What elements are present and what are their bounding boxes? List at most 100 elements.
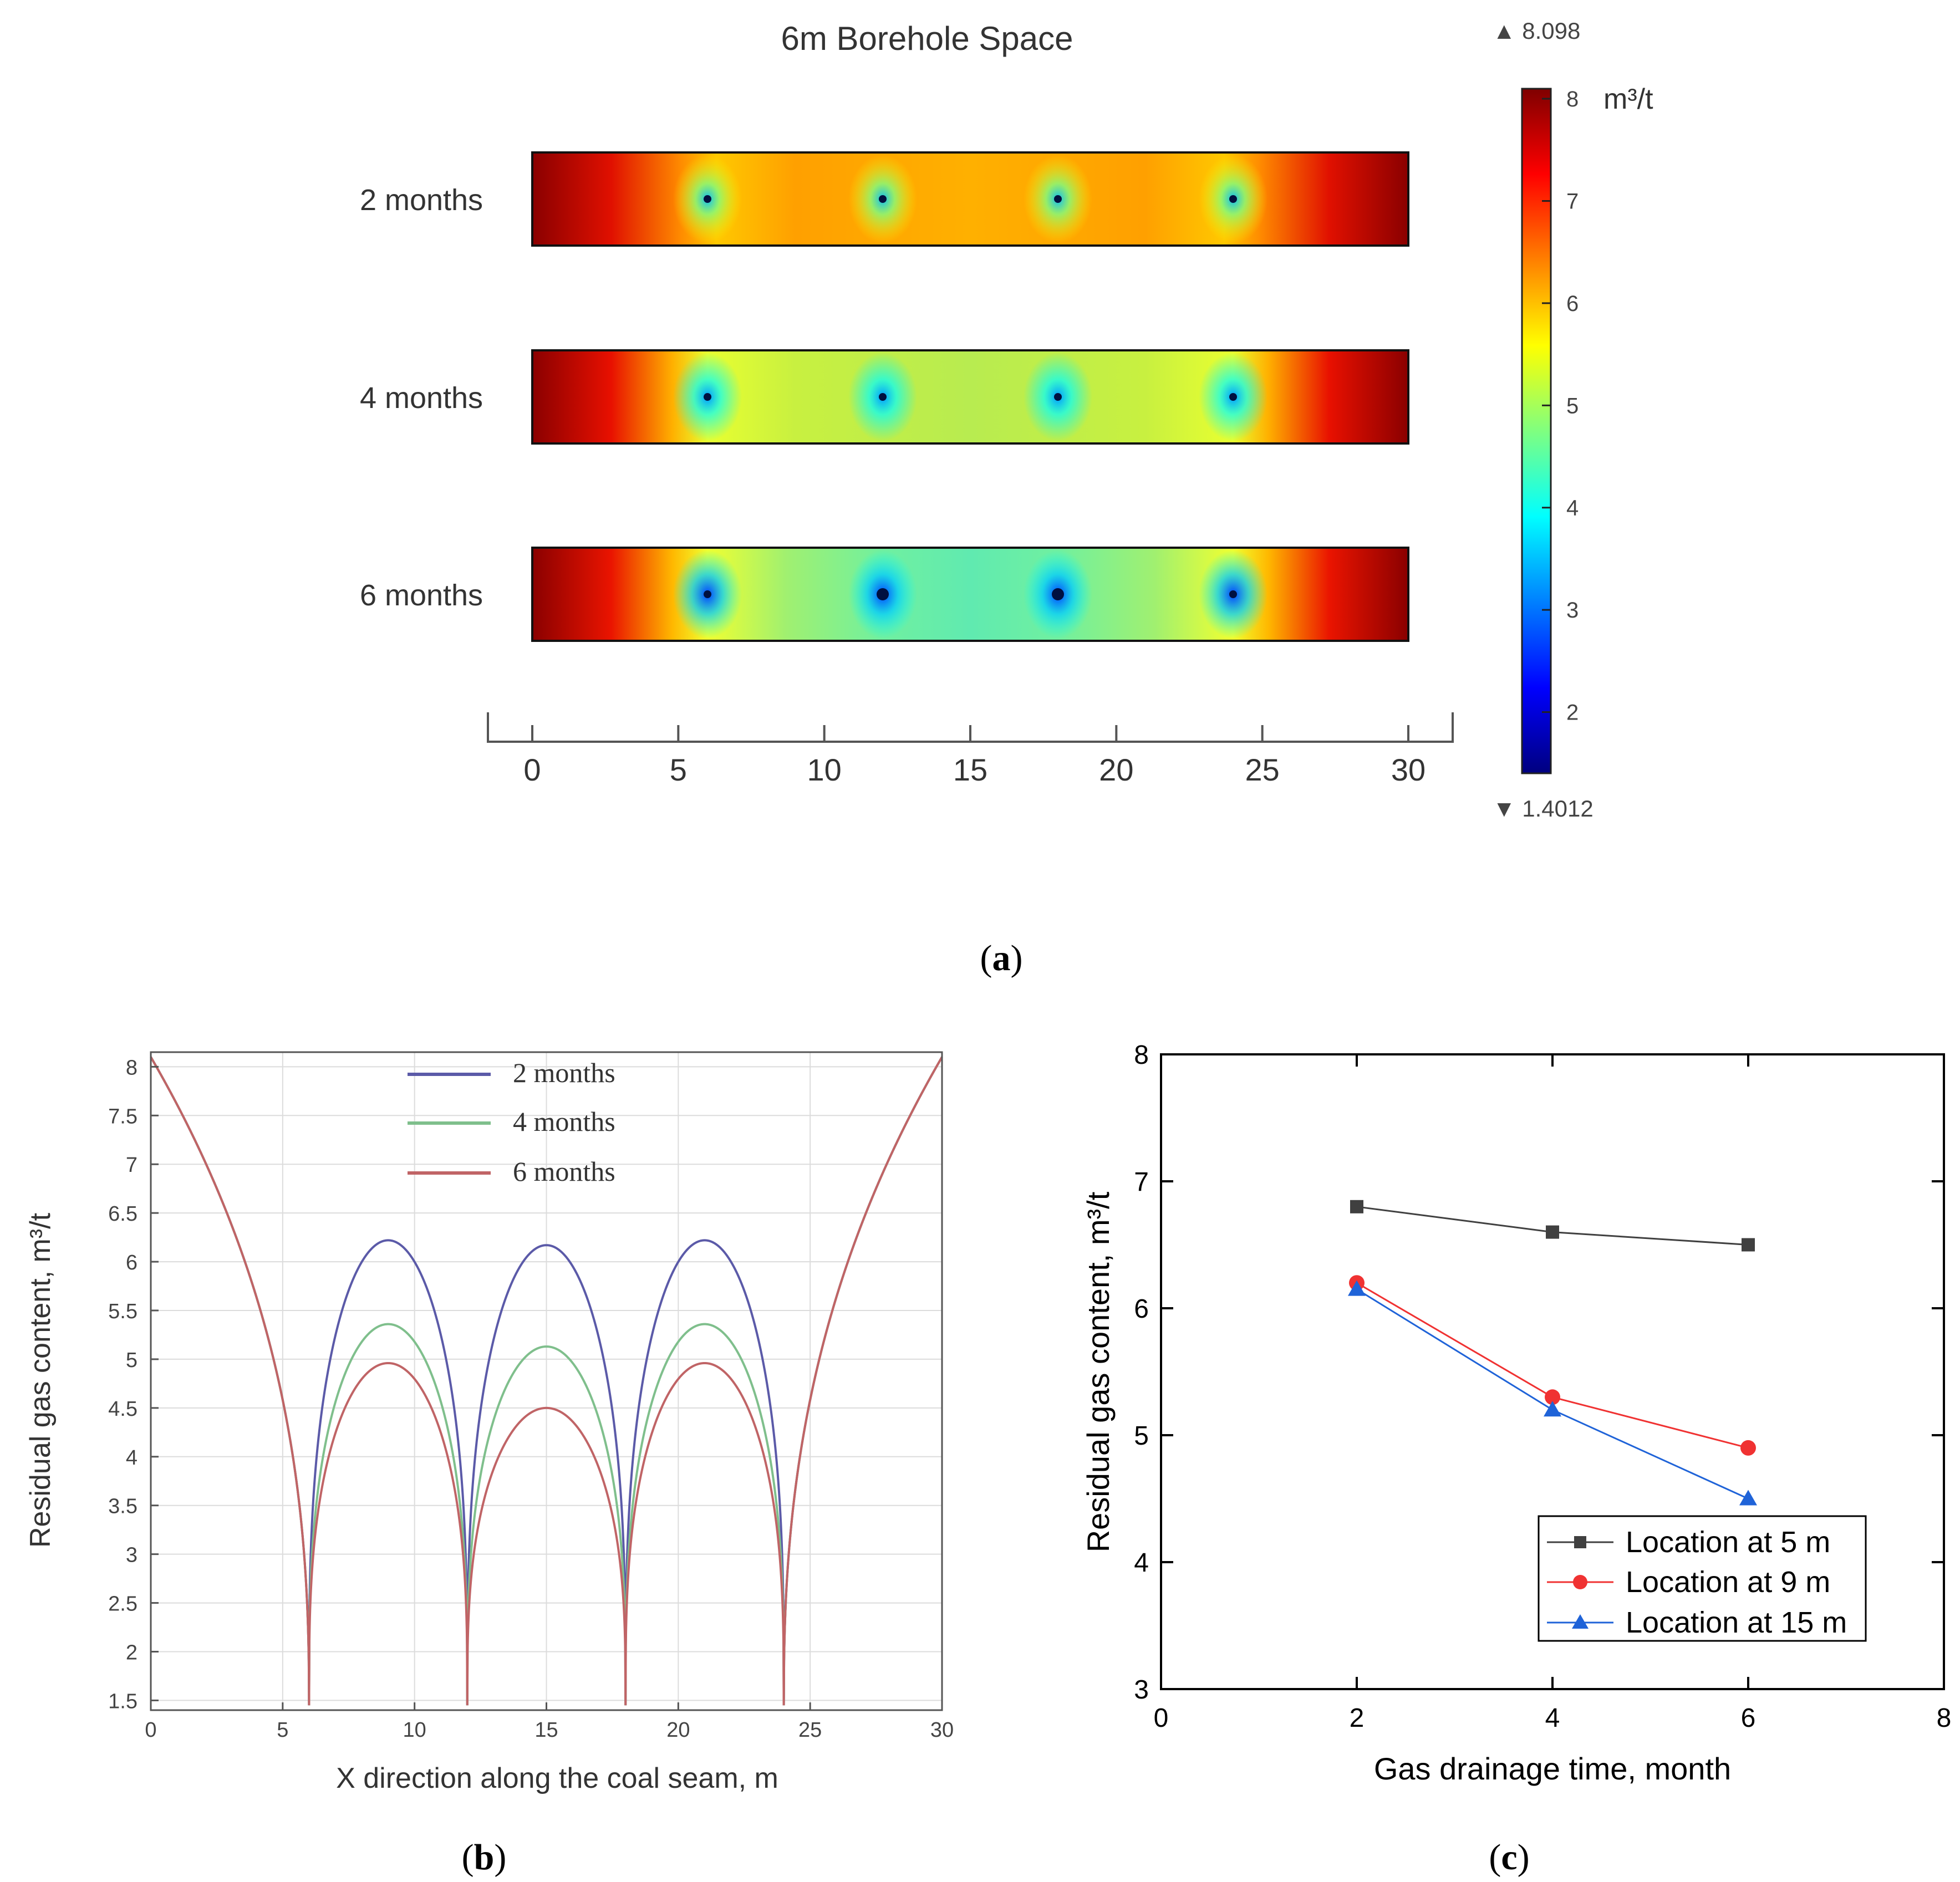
colorbar-max-label: ▲ 8.098 xyxy=(1493,18,1580,44)
x-tick-label: 30 xyxy=(930,1718,954,1742)
data-point-circle xyxy=(1573,1575,1587,1589)
data-point-circle xyxy=(1545,1389,1560,1405)
row-label: 2 months xyxy=(360,183,483,217)
x-axis-label: Gas drainage time, month xyxy=(1374,1751,1731,1786)
borehole-marker xyxy=(1229,393,1237,401)
data-point-triangle xyxy=(1739,1490,1757,1506)
colorbar-tick-label: 7 xyxy=(1566,189,1579,213)
y-tick-label: 3 xyxy=(126,1544,138,1567)
series-lines xyxy=(150,1056,943,1706)
borehole-marker xyxy=(704,590,711,598)
y-tick-label: 2 xyxy=(126,1641,138,1664)
data-point-square xyxy=(1350,1200,1363,1213)
colorbar-tick-label: 8 xyxy=(1566,87,1579,111)
x-tick-label: 25 xyxy=(798,1718,822,1742)
legend: Location at 5 m Location at 9 m Location a… xyxy=(1538,1515,1867,1642)
caption-b-open: ( xyxy=(462,1837,474,1878)
y-axis-label: Residual gas content, m³/t xyxy=(1081,1191,1116,1552)
borehole-marker xyxy=(877,588,889,600)
y-tick-label: 6 xyxy=(126,1251,138,1274)
colorbar-min-label: ▼ 1.4012 xyxy=(1493,795,1594,822)
legend-box xyxy=(1538,1515,1867,1642)
caption-c-letter: c xyxy=(1501,1837,1517,1878)
scale-tick-label: 0 xyxy=(523,752,541,787)
scale-tick-label: 25 xyxy=(1245,752,1280,787)
colorbar-tick-label: 2 xyxy=(1566,701,1579,725)
panel-a-title: 6m Borehole Space xyxy=(781,20,1073,57)
y-tick-label: 1.5 xyxy=(108,1690,138,1713)
x-tick-label: 6 xyxy=(1741,1704,1756,1733)
heatmap-rows: 2 months 4 months 6 months xyxy=(360,151,1409,642)
data-point-triangle xyxy=(1348,1280,1366,1296)
scale-tick-label: 15 xyxy=(953,752,987,787)
legend-label: Location at 15 m xyxy=(1626,1606,1847,1639)
x-axis-label: X direction along the coal seam, m xyxy=(336,1762,778,1794)
series-line xyxy=(150,1056,943,1706)
x-tick-label: 4 xyxy=(1545,1704,1560,1733)
x-tick-label: 0 xyxy=(1154,1704,1169,1733)
grid xyxy=(150,1052,943,1710)
heatmap-row: 6 months xyxy=(360,547,1409,642)
colorbar-unit: m³/t xyxy=(1603,83,1653,115)
legend-label: Location at 5 m xyxy=(1626,1526,1830,1559)
borehole-marker xyxy=(704,393,711,401)
series-line xyxy=(1356,1282,1749,1449)
axes-ticks: 0 2 4 6 8 3 4 5 6 7 8 xyxy=(1134,1041,1951,1733)
data-point-square xyxy=(1574,1536,1586,1548)
heatmap-strip xyxy=(531,547,1409,642)
y-tick-label: 7 xyxy=(126,1154,138,1177)
x-tick-label: 5 xyxy=(277,1718,288,1742)
caption-b: (b) xyxy=(462,1837,507,1878)
caption-b-letter: b xyxy=(474,1837,495,1878)
caption-b-close: ) xyxy=(494,1837,506,1878)
y-tick-label: 6 xyxy=(1134,1294,1149,1324)
y-tick-label: 7.5 xyxy=(108,1105,138,1128)
borehole-marker xyxy=(704,195,711,203)
y-tick-label: 4 xyxy=(126,1446,138,1470)
caption-a: (a) xyxy=(980,938,1023,978)
borehole-marker xyxy=(1054,393,1062,401)
heatmap-strip xyxy=(531,349,1409,445)
scale-tick-label: 10 xyxy=(807,752,842,787)
borehole-marker xyxy=(1052,588,1064,600)
legend-label: 2 months xyxy=(513,1057,615,1088)
heatmap-row: 2 months xyxy=(360,151,1409,247)
series-lines xyxy=(1348,1200,1757,1506)
caption-c: (c) xyxy=(1489,1837,1529,1878)
y-tick-label: 5.5 xyxy=(108,1300,138,1323)
caption-a-close: ) xyxy=(1011,938,1023,978)
y-tick-label: 4.5 xyxy=(108,1398,138,1421)
borehole-marker xyxy=(1229,590,1237,598)
heatmap-strip xyxy=(531,151,1409,247)
borehole-marker xyxy=(879,195,887,203)
row-label: 4 months xyxy=(360,381,483,415)
y-tick-label: 6.5 xyxy=(108,1202,138,1226)
x-tick-label: 0 xyxy=(145,1718,156,1742)
caption-c-open: ( xyxy=(1489,1837,1501,1878)
colorbar-tick-label: 3 xyxy=(1566,598,1579,623)
colorbar: ▲ 8.098 ▼ 1.4012 m³/t 8 7 6 5 4 3 2 xyxy=(1493,18,1653,822)
caption-a-letter: a xyxy=(992,938,1011,978)
data-point-circle xyxy=(1740,1440,1756,1456)
data-point-triangle xyxy=(1572,1614,1589,1629)
caption-c-close: ) xyxy=(1518,1837,1530,1878)
colorbar-tick-label: 4 xyxy=(1566,496,1579,521)
y-tick-label: 8 xyxy=(126,1056,138,1079)
y-tick-label: 4 xyxy=(1134,1548,1149,1578)
data-point-square xyxy=(1546,1225,1559,1239)
x-tick-label: 2 xyxy=(1350,1704,1365,1733)
x-tick-label: 10 xyxy=(403,1718,426,1742)
y-tick-label: 3 xyxy=(1134,1675,1149,1705)
panel-a: 6m Borehole Space 2 months 4 months 6 mont… xyxy=(360,18,1653,978)
heatmap-row: 4 months xyxy=(360,349,1409,445)
x-tick-label: 20 xyxy=(666,1718,690,1742)
panel-b: 0 5 10 15 20 25 30 1.5 2 2.5 3 3.5 4 4.5 5 5.5 6 6.5 7 7.5 8… xyxy=(24,1051,954,1878)
data-point-triangle xyxy=(1544,1401,1561,1417)
scale-tick-label: 20 xyxy=(1099,752,1133,787)
y-tick-label: 5 xyxy=(126,1349,138,1372)
row-label: 6 months xyxy=(360,579,483,612)
borehole-marker xyxy=(879,393,887,401)
tick-labels: 0 5 10 15 20 25 30 1.5 2 2.5 3 3.5 4 4.5 5 5.5 6 6.5 7 7.5 8 xyxy=(108,1056,954,1742)
y-tick-label: 5 xyxy=(1134,1421,1149,1451)
